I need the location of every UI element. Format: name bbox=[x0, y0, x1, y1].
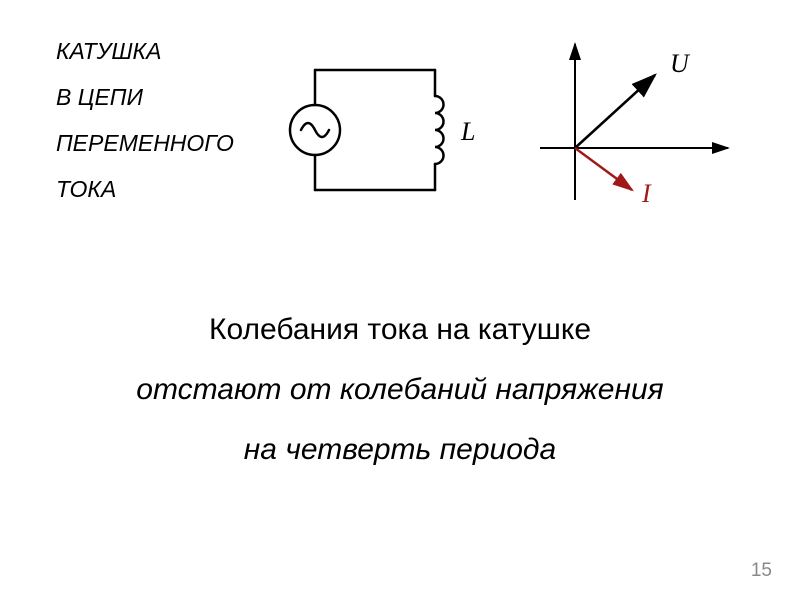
circuit-svg: L bbox=[285, 50, 505, 220]
main-line-3: на четверть периода bbox=[0, 420, 800, 480]
phasor-svg: U I bbox=[520, 30, 760, 230]
main-text: Колебания тока на катушке отстают от кол… bbox=[0, 300, 800, 480]
phasor-label-i: I bbox=[641, 179, 652, 208]
circuit-diagram: L bbox=[285, 50, 505, 225]
title-block: КАТУШКА В ЦЕПИ ПЕРЕМЕННОГО ТОКА bbox=[56, 28, 234, 212]
phasor-diagram: U I bbox=[520, 30, 760, 235]
main-line-2: отстают от колебаний напряжения bbox=[0, 360, 800, 420]
phasor-label-u: U bbox=[670, 49, 691, 78]
title-line-1: КАТУШКА bbox=[56, 28, 234, 74]
title-line-4: ТОКА bbox=[56, 166, 234, 212]
title-line-2: В ЦЕПИ bbox=[56, 74, 234, 120]
page-number: 15 bbox=[751, 560, 772, 582]
inductor-label: L bbox=[460, 117, 475, 146]
main-line-1: Колебания тока на катушке bbox=[0, 300, 800, 360]
title-line-3: ПЕРЕМЕННОГО bbox=[56, 120, 234, 166]
